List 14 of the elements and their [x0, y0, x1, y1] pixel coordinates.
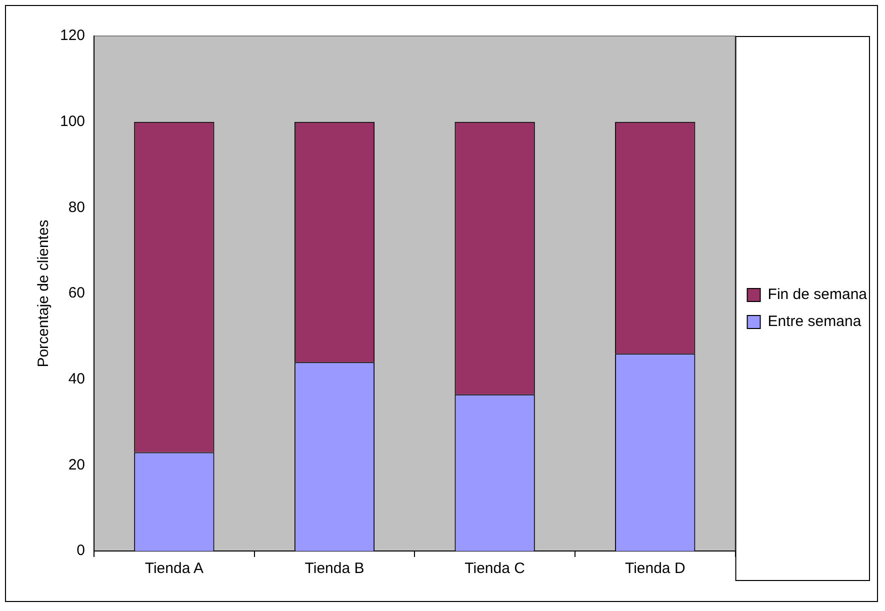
y-tick-label: 80: [68, 198, 86, 216]
y-tick-label: 40: [68, 370, 86, 388]
y-tick-label: 0: [76, 542, 86, 560]
x-tick-label: Tienda A: [144, 560, 204, 578]
legend-label: Fin de semana: [768, 286, 868, 304]
legend-label: Entre semana: [768, 313, 862, 330]
y-tick-label: 20: [68, 456, 86, 474]
y-tick-label: 100: [60, 112, 86, 130]
y-axis-title: Porcentaje de clientes: [35, 220, 52, 368]
y-tick-label: 120: [60, 27, 86, 44]
x-tick-label: Tienda D: [624, 560, 686, 578]
x-tick-label: Tienda B: [304, 560, 364, 578]
x-tick-label: Tienda C: [464, 560, 526, 578]
y-tick-label: 60: [68, 284, 86, 302]
